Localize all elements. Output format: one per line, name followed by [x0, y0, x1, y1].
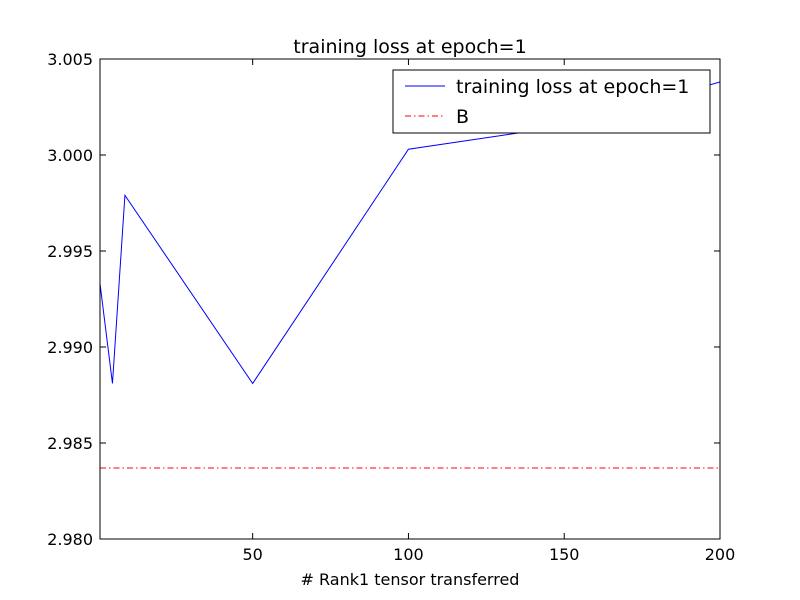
legend-label-training-loss: training loss at epoch=1	[456, 76, 689, 98]
x-tick-label: 150	[549, 545, 580, 564]
series-layer	[100, 81, 720, 469]
y-tick-label: 2.985	[47, 434, 93, 453]
plot-frame	[99, 58, 721, 540]
y-tick-label: 3.000	[47, 146, 93, 165]
y-tick-label: 2.990	[47, 338, 93, 357]
legend: training loss at epoch=1 B	[392, 69, 711, 134]
legend-label-b: B	[456, 106, 469, 128]
y-tick-label: 3.005	[47, 50, 93, 69]
ticks-layer: 50 100 150 200 2.980 2.985 2.990 2.995 3.000 3.00…	[47, 50, 735, 564]
y-tick-label: 2.995	[47, 242, 93, 261]
x-tick-label: 100	[393, 545, 424, 564]
y-tick-label: 2.980	[47, 530, 93, 549]
chart-title: training loss at epoch=1	[293, 36, 526, 58]
x-tick-label: 50	[242, 545, 262, 564]
x-axis-label: # Rank1 tensor transferred	[301, 570, 520, 589]
legend-box	[392, 69, 711, 134]
x-tick-label: 200	[705, 545, 736, 564]
